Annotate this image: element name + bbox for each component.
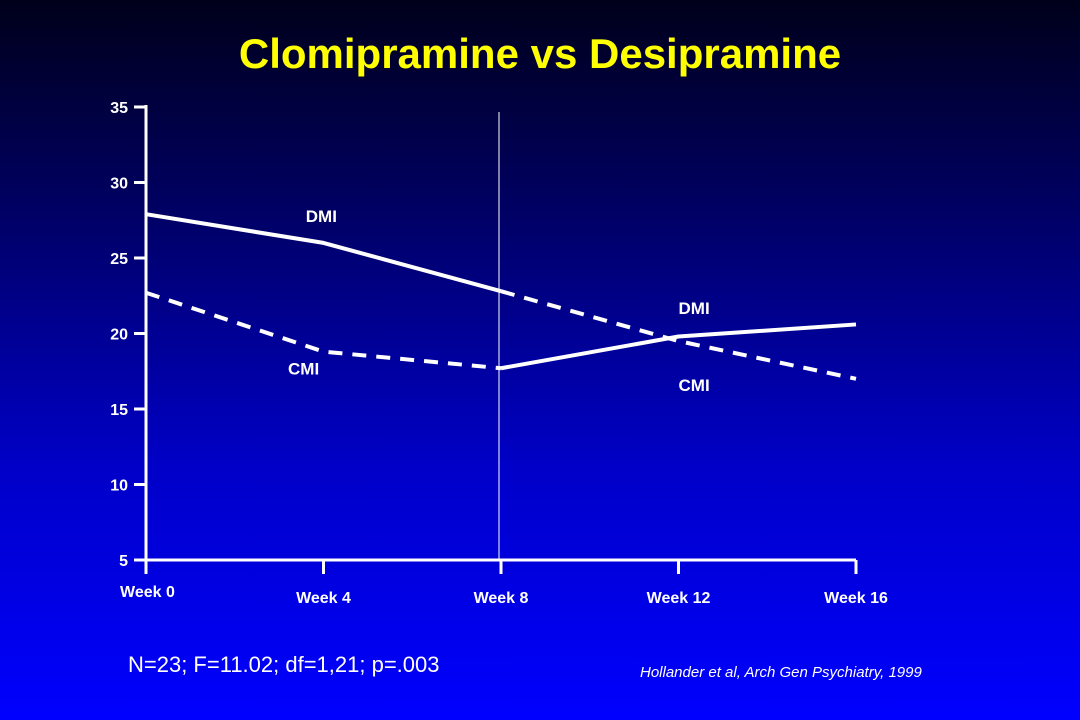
x-tick-label: Week 4 bbox=[296, 590, 351, 607]
axes: 5 10 15 20 25 30 35 Week 0 Week 4 Week 8 Week 12 We… bbox=[110, 100, 888, 607]
series-label-dmi: DMI bbox=[306, 207, 337, 226]
y-tick-label: 15 bbox=[110, 402, 128, 419]
y-tick-label: 10 bbox=[110, 478, 128, 495]
y-tick-label: 25 bbox=[110, 251, 128, 268]
stats-text: N=23; F=11.02; df=1,21; p=.003 bbox=[128, 652, 440, 677]
series-lines bbox=[145, 212, 857, 381]
y-tick-label: 20 bbox=[110, 327, 128, 344]
x-tick-label: Week 8 bbox=[474, 590, 529, 607]
series-label-cmi: CMI bbox=[679, 376, 710, 395]
annotation-labels: DMI CMI DMI CMI bbox=[288, 207, 710, 395]
series-label-cmi: CMI bbox=[288, 359, 319, 378]
chart-title: Clomipramine vs Desipramine bbox=[238, 30, 842, 77]
series-line-dmi-dashed bbox=[500, 289, 857, 381]
y-tick-label: 30 bbox=[110, 176, 128, 193]
y-tick-label: 5 bbox=[119, 553, 128, 570]
series-label-dmi: DMI bbox=[679, 299, 710, 318]
series-line-dmi-solid bbox=[145, 212, 502, 294]
y-tick-label: 35 bbox=[110, 100, 128, 117]
x-tick-label: Week 16 bbox=[824, 590, 888, 607]
series-line-cmi-dashed bbox=[145, 290, 502, 371]
series-line-cmi-solid bbox=[500, 322, 857, 371]
x-tick-label: Week 0 bbox=[120, 584, 175, 601]
citation-text: Hollander et al, Arch Gen Psychiatry, 19… bbox=[640, 664, 922, 681]
x-tick-label: Week 12 bbox=[647, 590, 711, 607]
